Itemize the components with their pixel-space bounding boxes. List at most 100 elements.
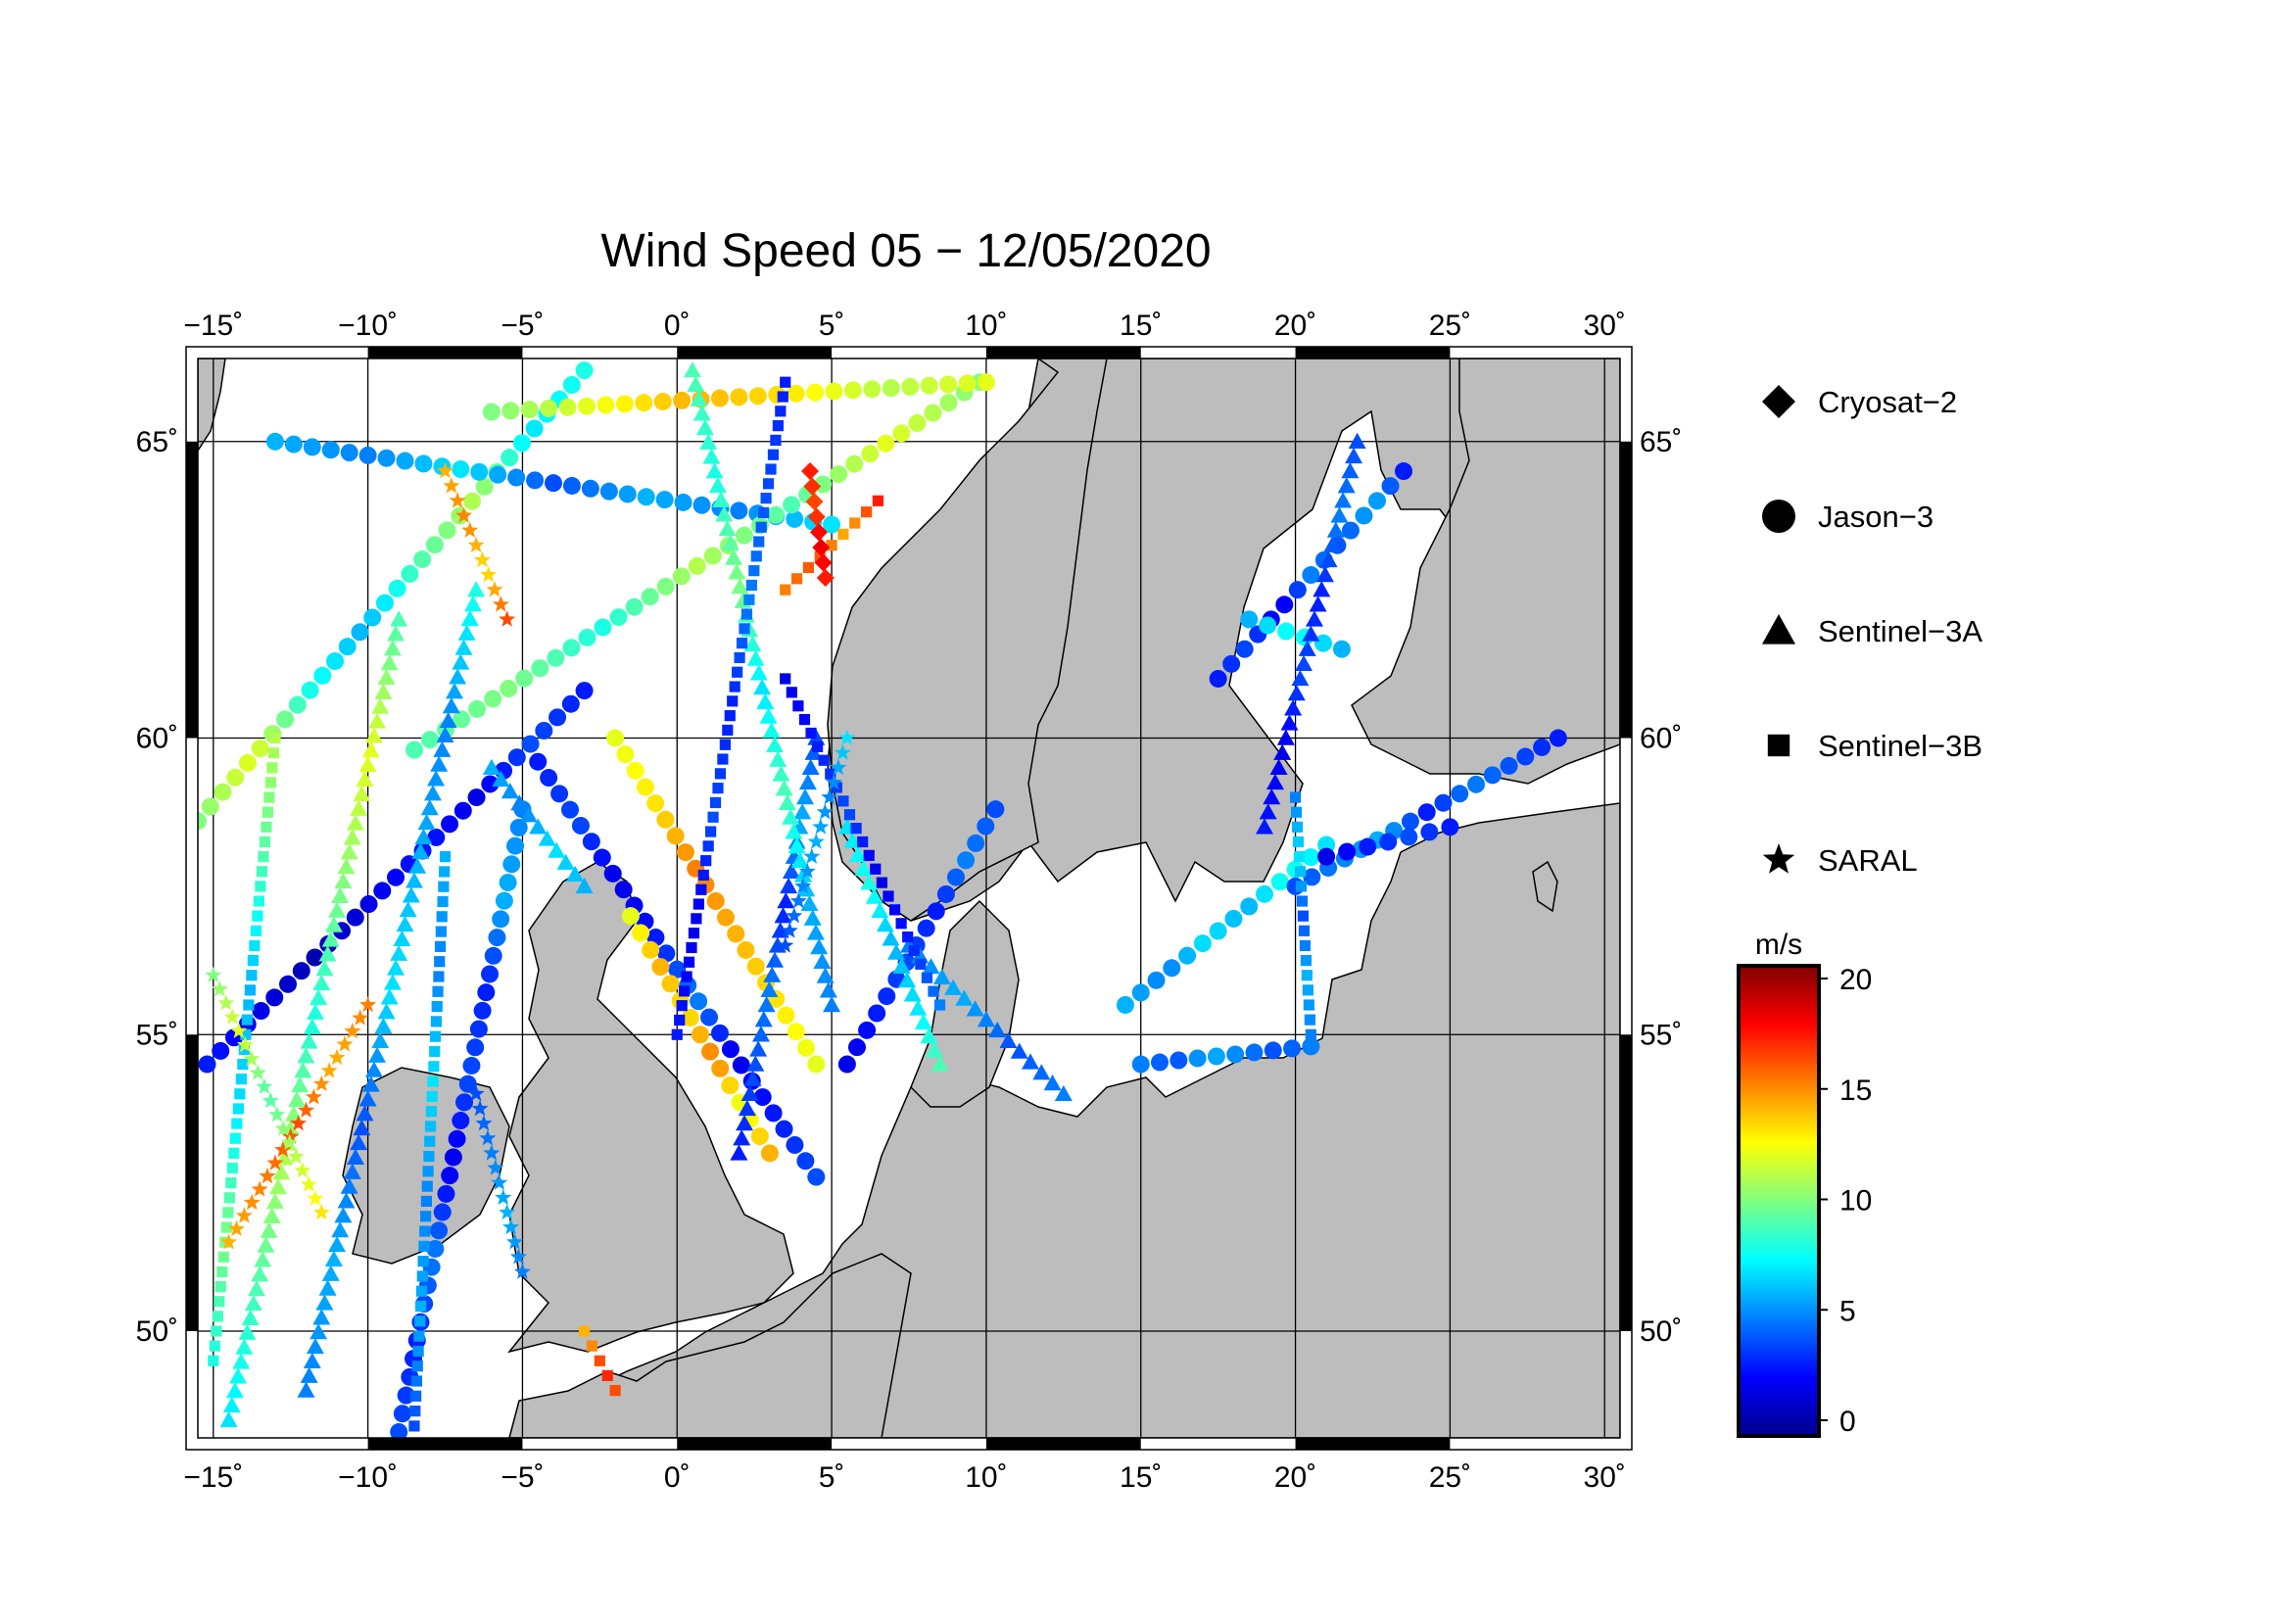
data-point [1043, 1075, 1062, 1091]
data-point [261, 821, 272, 833]
frame-band-bottom [677, 1438, 833, 1450]
data-point [673, 391, 692, 409]
data-point [1303, 868, 1321, 886]
data-point [300, 1032, 318, 1049]
data-point [812, 740, 824, 752]
data-point [1400, 828, 1418, 846]
data-point [415, 1300, 427, 1313]
data-point [837, 1055, 856, 1074]
data-point [599, 482, 618, 501]
data-point [777, 892, 795, 909]
data-point [410, 1375, 423, 1387]
data-point [334, 872, 353, 889]
data-point [736, 1115, 754, 1131]
data-point [414, 828, 433, 844]
data-point [414, 454, 433, 473]
data-point [243, 999, 255, 1011]
chart-title: Wind Speed 05 − 12/05/2020 [600, 225, 1211, 277]
data-point [705, 826, 717, 837]
data-point [790, 573, 803, 585]
data-point [609, 608, 628, 627]
data-point [243, 1193, 261, 1211]
data-point [331, 886, 350, 903]
data-point [259, 1167, 276, 1184]
data-point [695, 884, 707, 895]
data-point [739, 623, 750, 635]
data-point [798, 713, 811, 726]
data-point [729, 681, 740, 693]
data-point [775, 780, 793, 796]
data-point [690, 992, 708, 1011]
data-point [1395, 462, 1413, 481]
data-point [238, 1043, 250, 1056]
data-point [825, 768, 836, 780]
data-point [745, 579, 757, 592]
data-point [297, 1381, 315, 1398]
data-point [251, 740, 269, 758]
data-point [473, 550, 491, 568]
data-point [830, 758, 847, 776]
data-point [594, 618, 612, 637]
data-point [432, 985, 444, 997]
data-point [489, 465, 507, 484]
data-point [999, 1031, 1018, 1048]
marker-legend: Cryosat−2 Jason−3 Sentinel−3A Sentinel−3B SA… [1762, 385, 1982, 878]
data-point [227, 1219, 245, 1236]
triangle-icon [1762, 614, 1795, 645]
data-point [257, 1236, 275, 1253]
data-point [1483, 766, 1502, 785]
data-point [688, 556, 706, 575]
lon-tick-label-bottom: 25˚ [1429, 1461, 1471, 1494]
data-point [834, 743, 851, 760]
data-point [843, 832, 862, 848]
data-point [797, 1038, 816, 1057]
data-point [328, 1235, 347, 1253]
data-point [380, 654, 399, 671]
data-point [515, 669, 534, 688]
data-point [760, 980, 779, 998]
data-point [692, 496, 711, 514]
data-point [807, 1168, 826, 1186]
data-point [492, 596, 509, 612]
data-point [641, 588, 659, 606]
data-point [562, 375, 581, 394]
data-point [468, 699, 487, 718]
data-point [436, 911, 448, 923]
data-point [408, 1420, 420, 1432]
lon-tick-label-top: 30˚ [1584, 310, 1626, 342]
data-point [462, 1056, 481, 1075]
lat-tick-label-left: 60˚ [136, 723, 178, 755]
data-point [437, 462, 454, 479]
data-point [481, 965, 500, 983]
data-point [336, 1035, 354, 1052]
data-point [312, 1203, 330, 1220]
data-point [420, 1195, 433, 1208]
data-point [803, 477, 822, 496]
data-point [361, 1075, 380, 1092]
data-point [888, 904, 901, 916]
lon-tick-label-top: 5˚ [819, 310, 845, 342]
data-point [453, 801, 472, 820]
data-point [1303, 999, 1314, 1011]
data-point [967, 834, 985, 852]
data-point [312, 1075, 330, 1091]
data-point [1317, 847, 1336, 866]
data-point [453, 710, 471, 729]
data-point [225, 1382, 244, 1399]
data-point [411, 842, 430, 859]
data-point [903, 985, 922, 1002]
data-point [226, 768, 245, 787]
data-point [769, 750, 788, 767]
data-point [1334, 492, 1353, 508]
data-point [626, 761, 644, 780]
lon-tick-label-bottom: 10˚ [965, 1461, 1007, 1494]
data-point [958, 374, 977, 393]
data-point [882, 930, 900, 946]
data-point [492, 910, 510, 929]
data-point [264, 777, 277, 788]
data-point [957, 851, 976, 870]
data-point [303, 1352, 321, 1369]
data-point [509, 818, 528, 836]
data-point [1264, 1041, 1282, 1060]
data-point [377, 449, 396, 467]
